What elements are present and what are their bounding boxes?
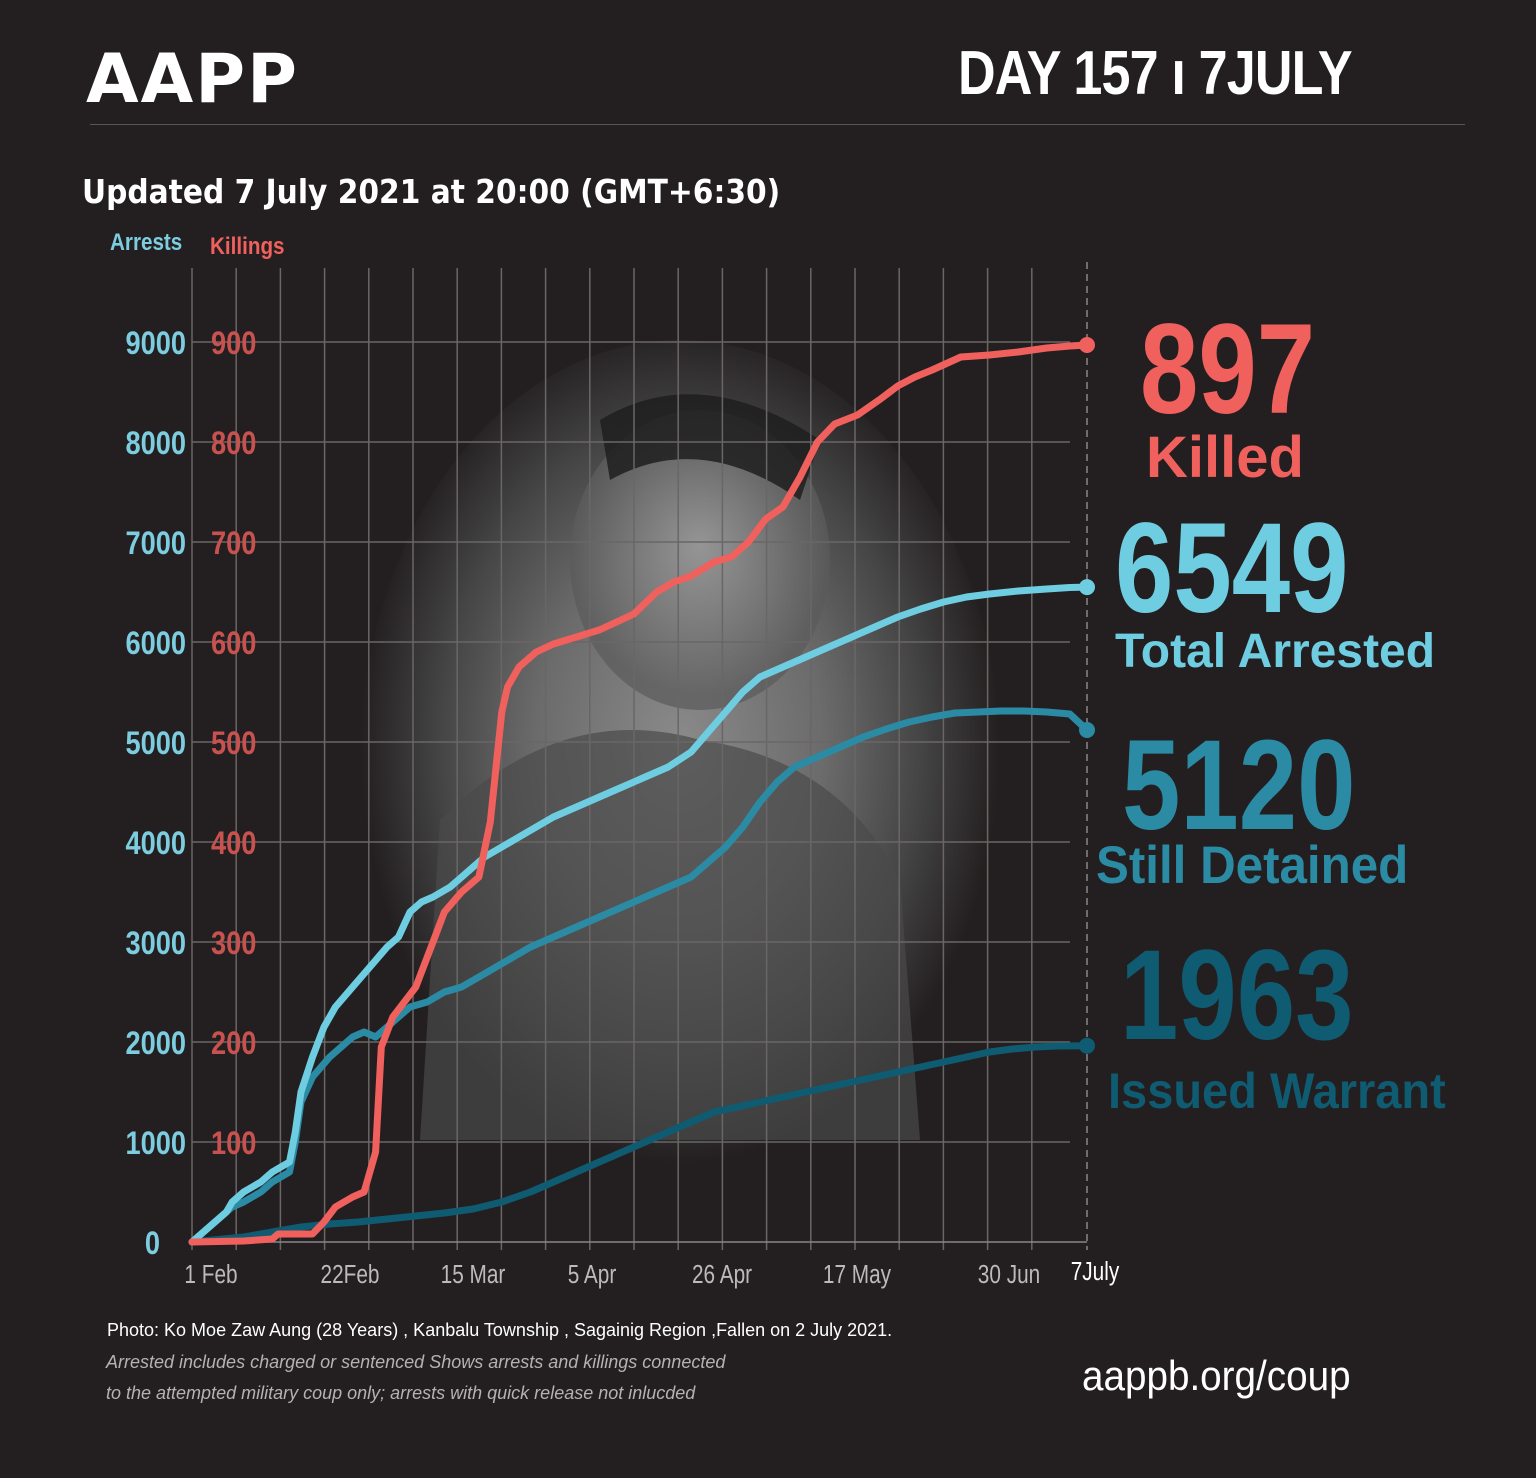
- y-tick-killings: 900: [211, 326, 256, 362]
- x-tick-label: 5 Apr: [568, 1260, 617, 1289]
- still-detained-line-endpoint: [1079, 722, 1095, 738]
- y-tick-arrests: 2000: [126, 1026, 186, 1062]
- header-divider: [90, 124, 1465, 125]
- killed-label: Killed: [1146, 425, 1304, 490]
- killed-count: 897: [1140, 298, 1316, 441]
- arrests-axis-title: Arrests: [110, 229, 183, 256]
- total-arrested-count: 6549: [1115, 497, 1349, 640]
- still-detained-count: 5120: [1122, 714, 1356, 857]
- data-series: [188, 337, 1095, 1246]
- total-arrested-label: Total Arrested: [1115, 625, 1436, 678]
- issued-warrant-count: 1963: [1120, 924, 1354, 1067]
- y-tick-killings: 600: [211, 626, 256, 662]
- y-tick-killings: 100: [211, 1126, 256, 1162]
- total-arrested-line: [188, 583, 1091, 1246]
- y-tick-arrests: 0: [145, 1226, 160, 1262]
- x-axis-labels: 1 Feb 22Feb 15 Mar 5 Apr 26 Apr 17 May 30 Jun 7…: [184, 1257, 1119, 1289]
- still-detained-label: Still Detained: [1096, 836, 1409, 895]
- x-tick-label: 22Feb: [321, 1260, 380, 1289]
- x-tick-label: 17 May: [823, 1260, 891, 1289]
- y-tick-arrests: 8000: [126, 426, 186, 462]
- y-tick-arrests: 5000: [126, 726, 186, 762]
- y-tick-arrests: 1000: [126, 1126, 186, 1162]
- y-tick-killings: 400: [211, 826, 256, 862]
- y-tick-arrests: 9000: [126, 326, 186, 362]
- y-tick-arrests: 7000: [126, 526, 186, 562]
- killings-axis-title: Killings: [210, 233, 285, 260]
- y-tick-killings: 800: [211, 426, 256, 462]
- y-tick-killings: 500: [211, 726, 256, 762]
- chart-grid: [191, 262, 1088, 1250]
- x-tick-label: 30 Jun: [978, 1260, 1040, 1289]
- y-tick-arrests: 6000: [126, 626, 186, 662]
- brand-title: AAPP: [86, 40, 299, 119]
- y-tick-killings: 700: [211, 526, 256, 562]
- issued-warrant-line: [188, 1042, 1091, 1246]
- photo-credit: Photo: Ko Moe Zaw Aung (28 Years) , Kanb…: [107, 1320, 893, 1340]
- x-tick-label: 15 Mar: [441, 1260, 506, 1289]
- total-arrested-line-endpoint: [1079, 579, 1095, 596]
- x-tick-label: 7July: [1071, 1257, 1120, 1286]
- y-tick-killings: 300: [211, 926, 256, 962]
- killed-line-endpoint: [1079, 337, 1095, 353]
- issued-warrant-line-endpoint: [1079, 1037, 1095, 1054]
- x-tick-label: 26 Apr: [692, 1260, 752, 1289]
- killed-line: [188, 341, 1091, 1246]
- x-tick-label: 1 Feb: [184, 1260, 237, 1289]
- source-url: aappb.org/coup: [1082, 1352, 1351, 1399]
- footnote-line-2: to the attempted military coup only; arr…: [106, 1383, 696, 1403]
- y-tick-killings: 200: [211, 1026, 256, 1062]
- day-counter: DAY 157 ı 7JULY: [958, 39, 1353, 108]
- issued-warrant-label: Issued Warrant: [1108, 1063, 1446, 1119]
- y-tick-arrests: 4000: [126, 826, 186, 862]
- y-tick-arrests: 3000: [126, 926, 186, 962]
- y-axis-labels: 0 1000 2000 3000 4000 5000 6000 7000 8000 9000 100…: [126, 326, 257, 1262]
- footnote-line-1: Arrested includes charged or sentenced S…: [106, 1352, 726, 1372]
- updated-timestamp: Updated 7 July 2021 at 20:00 (GMT+6:30): [82, 172, 781, 211]
